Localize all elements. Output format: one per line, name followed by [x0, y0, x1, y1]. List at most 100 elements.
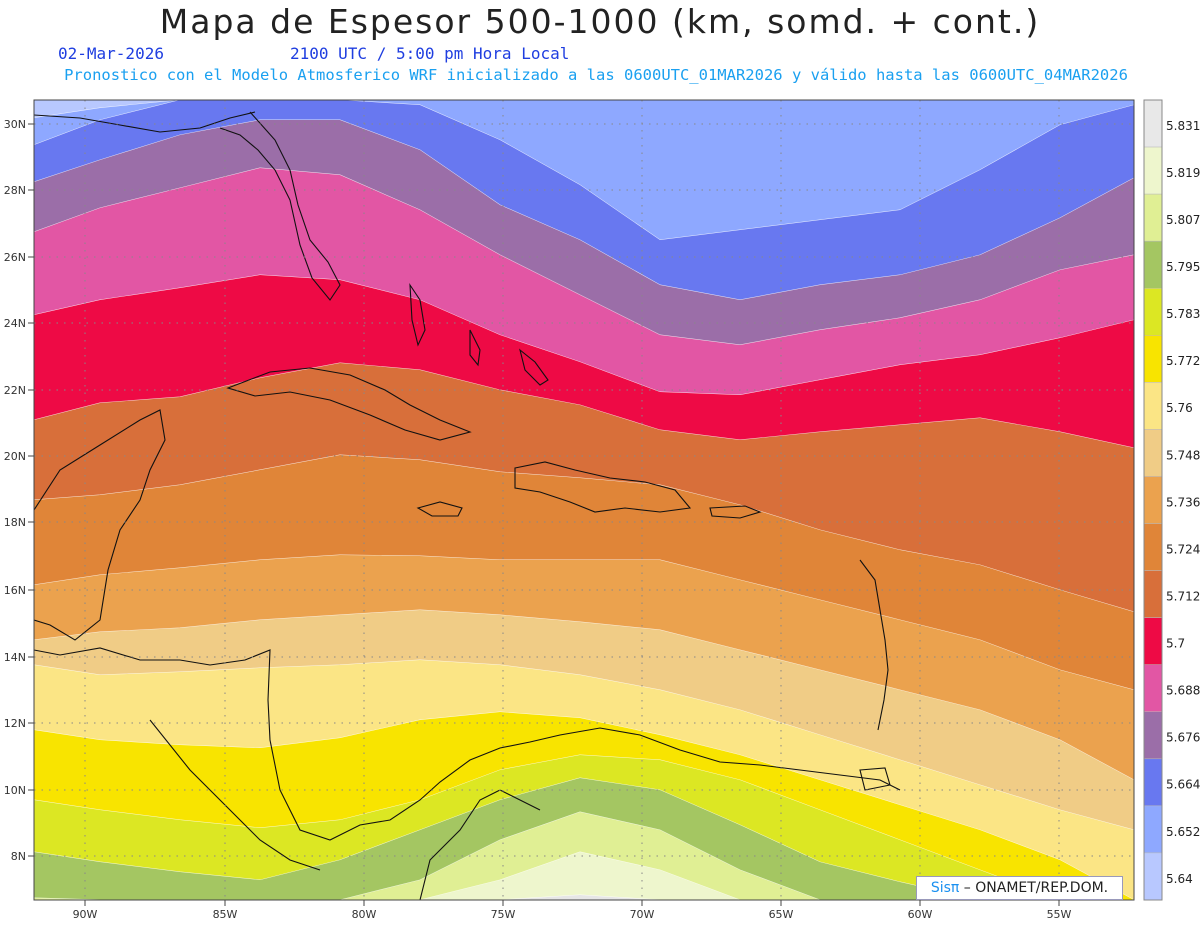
sispi-logo: Sisπ [930, 880, 960, 896]
band-5.772 [34, 712, 1134, 900]
colorbar-label: 5.676 [1166, 731, 1200, 745]
lat-label: 16N [4, 584, 26, 597]
page-title: Mapa de Espesor 500-1000 (km, somd. + co… [159, 2, 1041, 41]
band-5.664 [34, 100, 1134, 300]
map-frame [33, 99, 1135, 901]
lon-label: 75W [491, 908, 516, 921]
colorbar-swatch [1143, 476, 1163, 524]
lon-label: 60W [908, 908, 933, 921]
band-5.724 [34, 455, 1134, 690]
coast-lesser-antilles [859, 559, 889, 731]
colorbar-label: 5.712 [1166, 589, 1200, 603]
band-5.736 [34, 555, 1134, 780]
coast-puerto-rico [709, 505, 762, 519]
colorbar-swatch [1143, 99, 1163, 148]
band-5.64 [34, 100, 1134, 118]
colorbar-label: 5.688 [1166, 684, 1200, 698]
coast-south-america [419, 789, 541, 900]
colorbar-label: 5.819 [1166, 166, 1200, 180]
colorbar-label: 5.664 [1166, 778, 1200, 792]
colorbar-swatch [1143, 429, 1163, 477]
colorbar-label: 5.831 [1166, 119, 1200, 133]
coast-cuba [226, 367, 472, 441]
band-5.76 [34, 660, 1134, 900]
band-5.807 [34, 812, 1134, 900]
coast-bahamas-3 [519, 348, 549, 386]
colorbar-label: 5.724 [1166, 542, 1200, 556]
colorbar-swatch [1143, 711, 1163, 760]
colorbar-label: 5.76 [1166, 401, 1193, 415]
colorbar-swatch [1143, 240, 1163, 289]
colorbar-label: 5.783 [1166, 307, 1200, 321]
forecast-subtitle: Pronostico con el Modelo Atmosferico WRF… [64, 66, 1128, 84]
lat-label: 20N [4, 450, 26, 463]
band-5.831 [34, 895, 1134, 900]
colorbar-swatch [1143, 617, 1163, 665]
coast-gulf-coast [34, 111, 256, 133]
colorbar-label: 5.795 [1166, 260, 1200, 274]
lat-label: 18N [4, 516, 26, 529]
coast-yucatan [34, 409, 166, 641]
thickness-bands [34, 100, 1134, 900]
lat-label: 8N [11, 850, 26, 863]
colorbar-label: 5.748 [1166, 448, 1200, 462]
credit-text: – ONAMET/REP.DOM. [959, 880, 1109, 896]
coast-florida [219, 111, 341, 301]
lon-label: 90W [73, 908, 98, 921]
band-5.795 [34, 778, 1134, 900]
coastlines [34, 111, 901, 900]
coast-bahamas-1 [409, 283, 426, 347]
colorbar-swatch [1143, 523, 1163, 571]
coast-hispaniola [514, 461, 692, 513]
colorbar-swatch [1143, 570, 1163, 618]
colorbar-swatch [1143, 287, 1163, 336]
colorbar-label: 5.7 [1166, 637, 1185, 651]
colorbar-label: 5.772 [1166, 354, 1200, 368]
colorbar-swatch [1143, 382, 1163, 430]
forecast-time: 2100 UTC / 5:00 pm Hora Local [290, 44, 570, 63]
lat-label: 28N [4, 184, 26, 197]
colorbar-label: 5.652 [1166, 825, 1200, 839]
lat-label: 22N [4, 384, 26, 397]
forecast-date: 02-Mar-2026 [58, 44, 164, 63]
coast-jamaica [416, 501, 463, 517]
lat-label: 24N [4, 317, 26, 330]
axis-ticks: 90W 85W 80W 75W 70W 65W 60W 55W 30N 28N 26N 24N 22N 2… [4, 118, 1072, 921]
band-5.7 [34, 275, 1134, 448]
coast-bahamas-2 [469, 329, 481, 367]
colorbar-label: 5.736 [1166, 495, 1200, 509]
lat-label: 14N [4, 651, 26, 664]
colorbar-swatch [1143, 852, 1163, 901]
band-5.676 [34, 120, 1134, 345]
band-5.783 [34, 755, 1134, 900]
lon-label: 55W [1047, 908, 1072, 921]
credit-box: Sisπ – ONAMET/REP.DOM. [916, 876, 1123, 900]
coast-pacific-coast [149, 719, 321, 871]
band-5.712 [34, 363, 1134, 612]
lon-label: 80W [352, 908, 377, 921]
colorbar-swatch [1143, 805, 1163, 854]
lat-label: 10N [4, 784, 26, 797]
lat-label: 26N [4, 251, 26, 264]
coast-trinidad [859, 767, 891, 791]
colorbar-swatch [1143, 146, 1163, 195]
band-5.819 [34, 852, 1134, 900]
lon-label: 70W [630, 908, 655, 921]
colorbar-swatch [1143, 335, 1163, 383]
colorbar-frame [1143, 99, 1163, 901]
lon-label: 65W [769, 908, 794, 921]
lat-label: 12N [4, 717, 26, 730]
lon-label: 85W [213, 908, 238, 921]
colorbar-label: 5.807 [1166, 213, 1200, 227]
colorbar-swatch [1143, 664, 1163, 713]
colorbar-label: 5.64 [1166, 872, 1193, 886]
colorbar-swatch [1143, 758, 1163, 807]
band-5.748 [34, 610, 1134, 830]
band-5.688 [34, 168, 1134, 395]
lat-label: 30N [4, 118, 26, 131]
band-5.652 [34, 100, 1134, 240]
colorbar: 5.831 5.819 5.807 5.795 5.783 5.772 5.76 5.748 5… [1143, 99, 1200, 901]
coast-central-america [34, 647, 901, 841]
colorbar-swatch [1143, 193, 1163, 242]
